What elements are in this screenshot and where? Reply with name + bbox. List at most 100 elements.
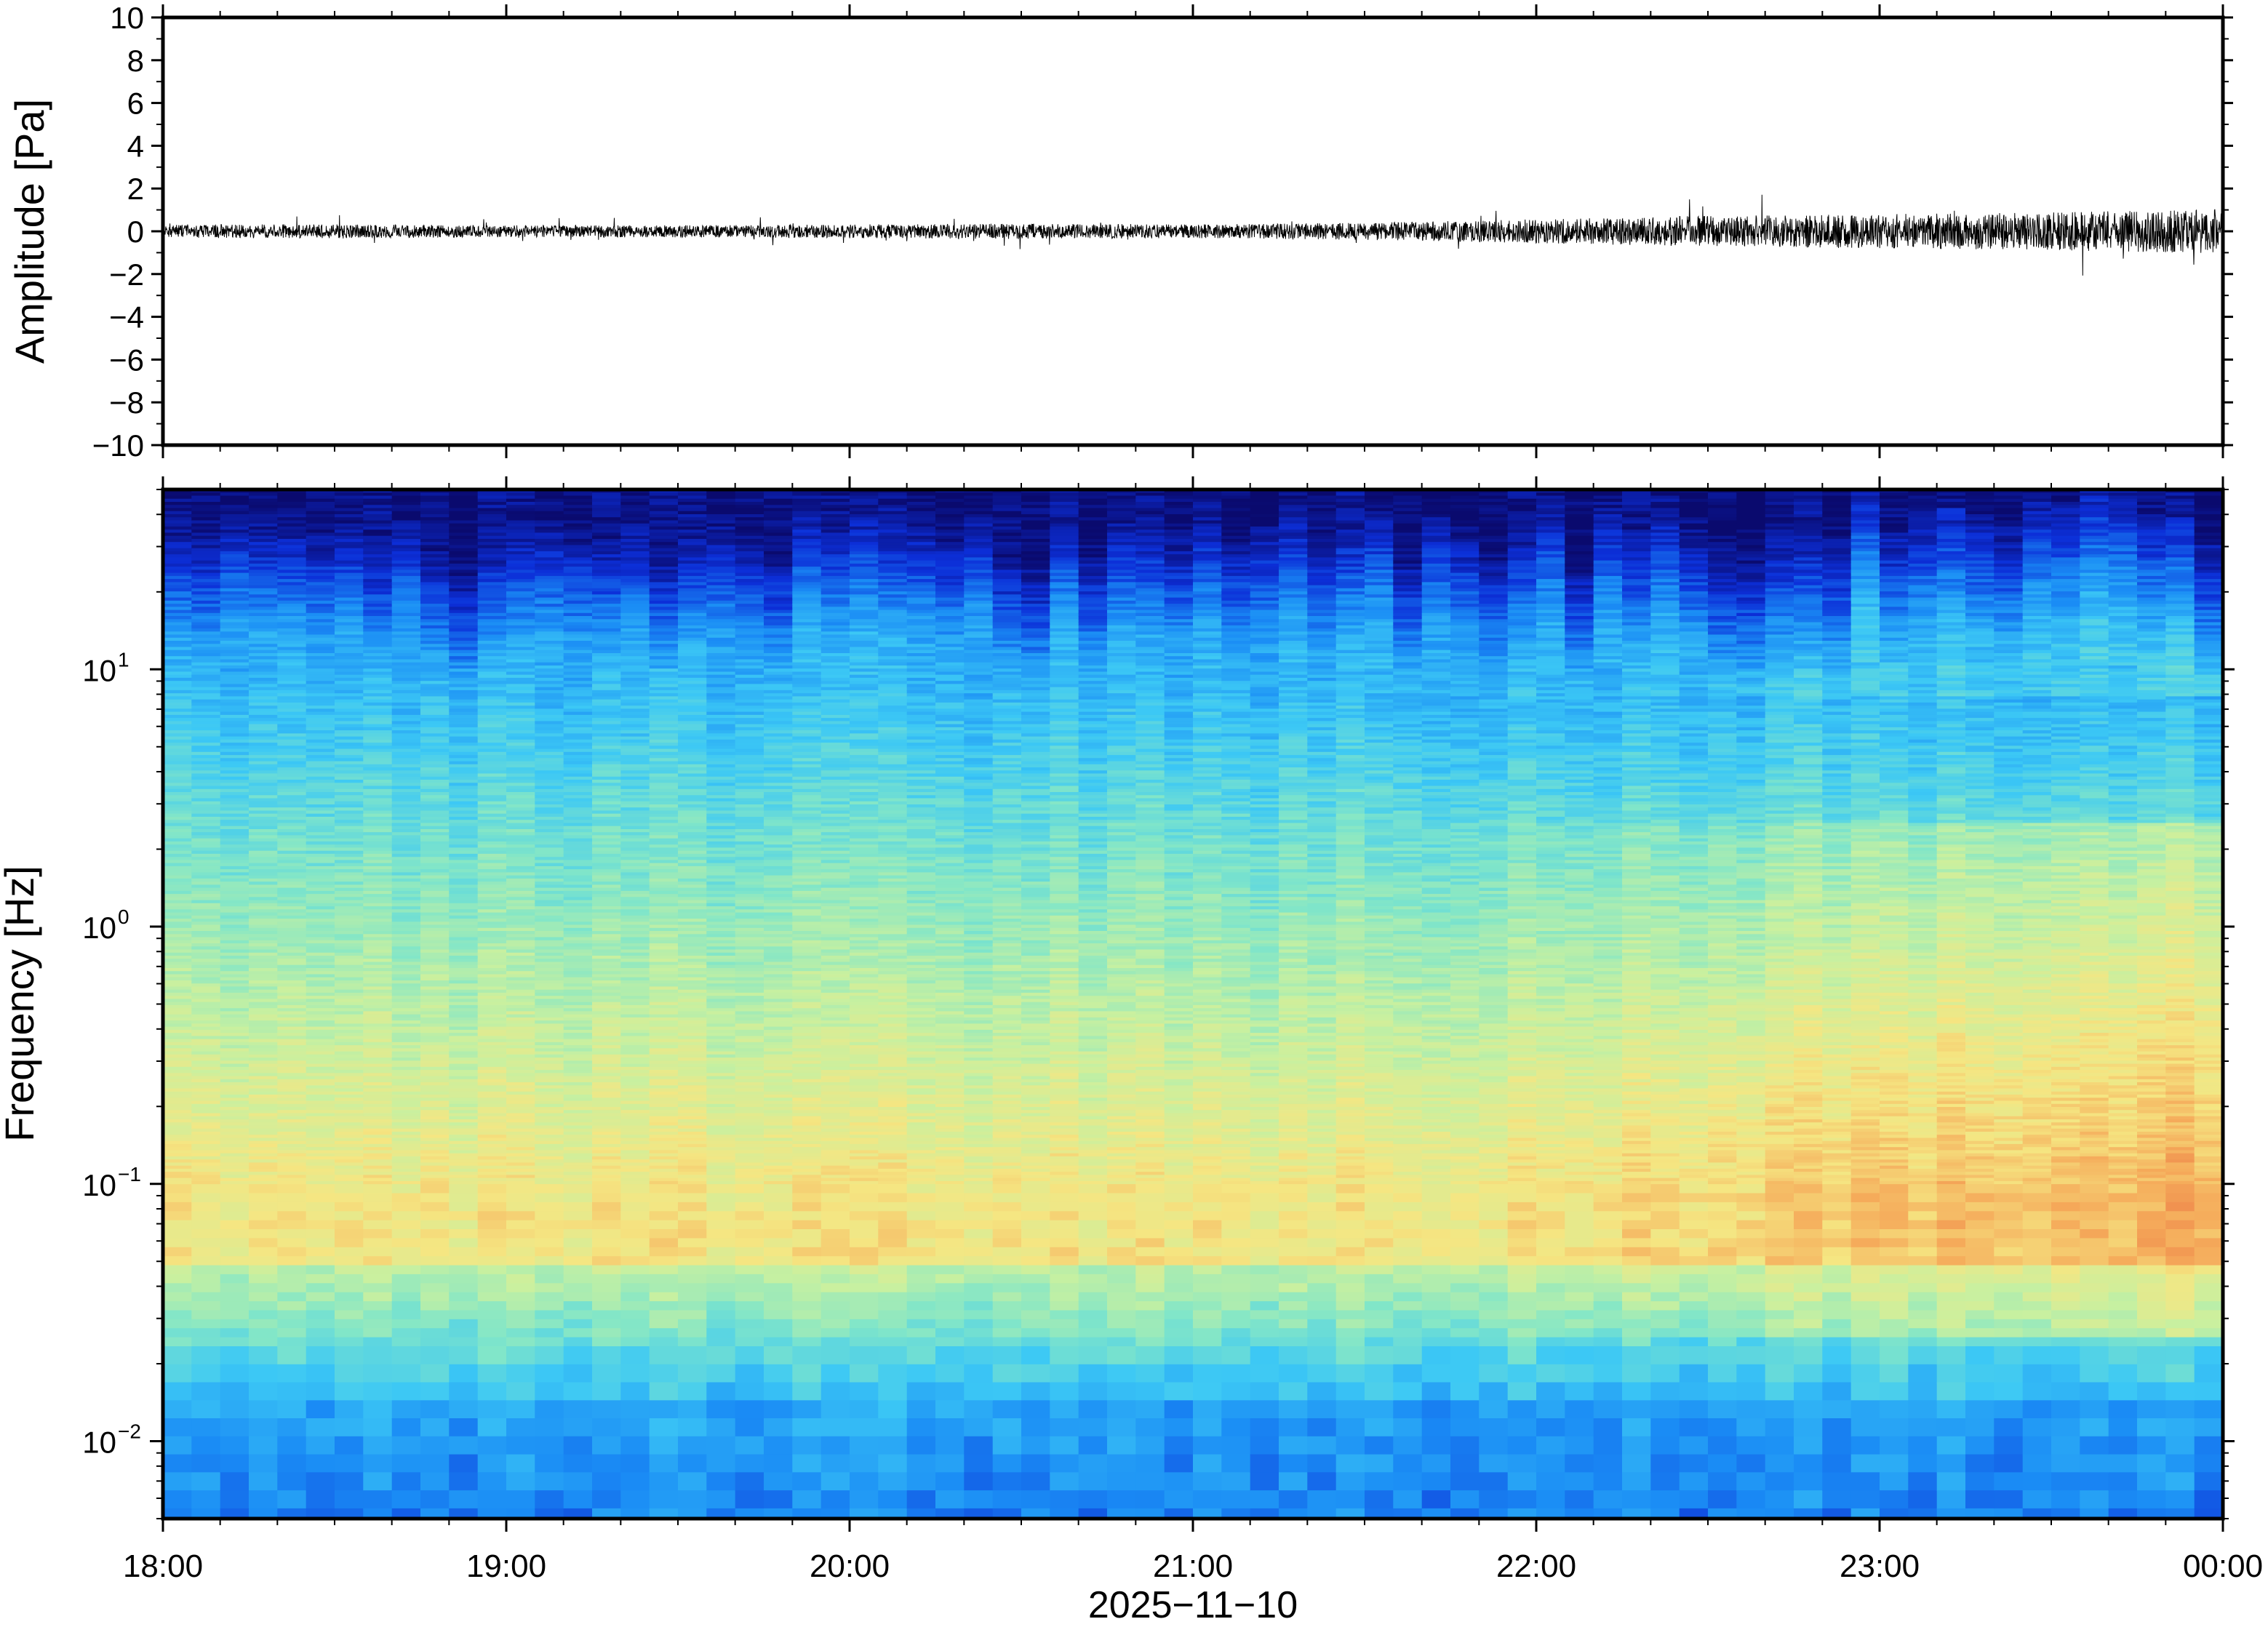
spectrogram-cell (449, 1436, 478, 1455)
spectrogram-cell (420, 554, 450, 558)
spectrogram-cell (478, 1292, 507, 1302)
spectrogram-cell (335, 561, 364, 564)
spectrogram-cell (335, 752, 364, 756)
spectrogram-cell (650, 730, 679, 734)
spectrogram-cell (678, 1194, 707, 1203)
spectrogram-cell (306, 925, 335, 929)
spectrogram-cell (449, 703, 478, 706)
spectrogram-cell (535, 1027, 564, 1031)
spectrogram-cell (249, 909, 278, 913)
spectrogram-cell (678, 588, 707, 592)
spectrogram-cell (449, 1101, 478, 1105)
spectrogram-cell (277, 1238, 306, 1247)
spectrogram-cell (420, 814, 450, 818)
spectrogram-cell (363, 1039, 392, 1043)
spectrogram-cell (535, 826, 564, 830)
spectrogram-cell (420, 1194, 450, 1203)
spectrogram-cell (650, 1400, 679, 1419)
spectrogram-cell (506, 641, 535, 644)
spectrogram-cell (535, 909, 564, 913)
spectrogram-cell (620, 1184, 650, 1194)
spectrogram-cell (392, 807, 421, 811)
spectrogram-cell (449, 684, 478, 687)
spectrogram-cell (191, 1144, 220, 1148)
spectrogram-cell (277, 532, 306, 536)
spectrogram-cell (564, 801, 593, 805)
spectrogram-cell (592, 1156, 621, 1160)
spectrogram-cell (506, 1039, 535, 1043)
spectrogram-cell (249, 847, 278, 851)
spectrogram-cell (620, 1178, 650, 1182)
spectrogram-cell (449, 740, 478, 743)
spectrogram-cell (449, 764, 478, 768)
spectrogram-cell (678, 965, 707, 969)
spectrogram-cell (277, 601, 306, 604)
spectrogram-cell (678, 745, 707, 749)
spectrogram-cell (306, 1220, 335, 1230)
spectrogram-cell (564, 959, 593, 962)
spectrogram-cell (620, 1256, 650, 1266)
spectrogram-cell (420, 950, 450, 954)
spectrogram-cell (392, 545, 421, 548)
spectrogram-cell (592, 1172, 621, 1175)
spectrogram-cell (478, 573, 507, 577)
spectrogram-cell (163, 1095, 192, 1098)
spectrogram-cell (277, 1256, 306, 1266)
spectrogram-cell (478, 641, 507, 644)
spectrogram-cell (564, 950, 593, 954)
spectrogram-cell (420, 938, 450, 941)
spectrogram-cell (249, 882, 278, 885)
spectrogram-cell (449, 616, 478, 620)
spectrogram-cell (535, 527, 564, 530)
spectrogram-cell (335, 903, 364, 907)
spectrogram-cell (191, 1129, 220, 1132)
spectrogram-cell (249, 527, 278, 530)
spectrogram-cell (420, 499, 450, 503)
spectrogram-cell (335, 925, 364, 929)
spectrogram-cell (506, 916, 535, 919)
spectrogram-cell (363, 965, 392, 969)
spectrogram-cell (449, 1011, 478, 1015)
spectrogram-cell (277, 903, 306, 907)
spectrogram-cell (506, 1472, 535, 1491)
spectrogram-cell (306, 842, 335, 845)
spectrogram-cell (564, 978, 593, 981)
spectrogram-cell (249, 1039, 278, 1043)
spectrogram-cell (335, 567, 364, 570)
spectrogram-cell (277, 527, 306, 530)
spectrogram-cell (191, 1020, 220, 1024)
spectrogram-cell (564, 1184, 593, 1194)
spectrogram-cell (392, 684, 421, 687)
spectrogram-cell (678, 1089, 707, 1092)
spectrogram-cell (478, 774, 507, 777)
spectrogram-cell (650, 1039, 679, 1043)
spectrogram-cell (163, 601, 192, 604)
spectrogram-cell (650, 786, 679, 790)
spectrogram-cell (363, 1048, 392, 1052)
spectrogram-cell (535, 925, 564, 929)
spectrogram-cell (277, 1162, 306, 1166)
spectrogram-cell (306, 650, 335, 654)
spectrogram-cell (220, 1319, 249, 1329)
spectrogram-cell (363, 724, 392, 728)
spectrogram-cell (163, 1162, 192, 1166)
spectrogram-cell (191, 764, 220, 768)
spectrogram-cell (277, 835, 306, 839)
spectrogram-cell (277, 696, 306, 700)
spectrogram-cell (220, 1060, 249, 1064)
spectrogram-cell (335, 1144, 364, 1148)
spectrogram-cell (535, 903, 564, 907)
spectrogram-cell (363, 1283, 392, 1292)
spectrogram-cell (277, 1005, 306, 1009)
spectrogram-cell (249, 1095, 278, 1098)
spectrogram-cell (277, 1116, 306, 1120)
spectrogram-cell (650, 1256, 679, 1266)
spectrogram-cell (564, 1020, 593, 1024)
spectrogram-cell (449, 623, 478, 626)
spectrogram-cell (678, 718, 707, 721)
spectrogram-cell (220, 517, 249, 521)
spectrogram-cell (620, 1455, 650, 1474)
spectrogram-cell (163, 745, 192, 749)
spectrogram-cell (335, 1067, 364, 1071)
spectrogram-cell (277, 1383, 306, 1402)
